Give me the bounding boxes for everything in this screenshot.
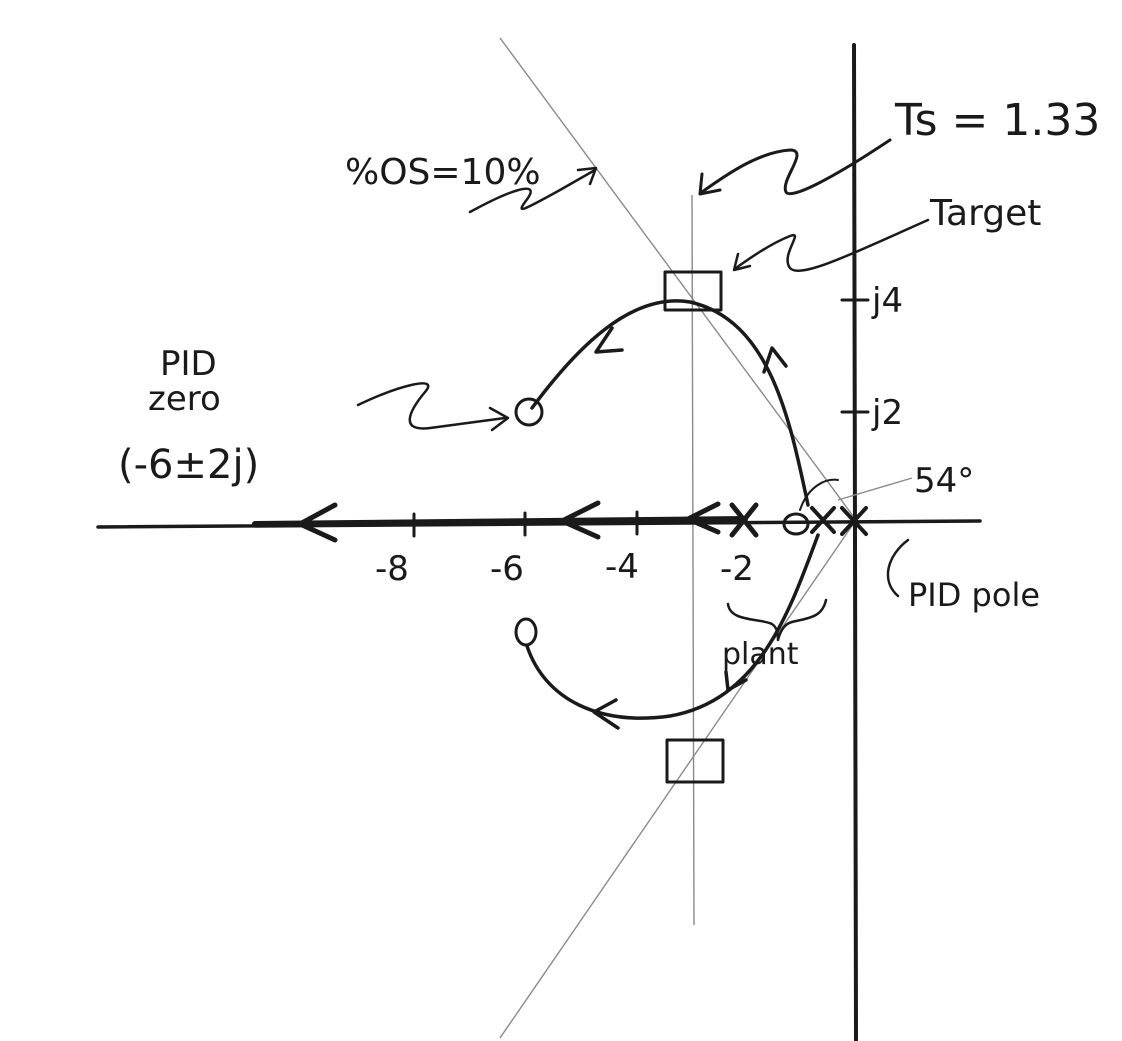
tick-label-4: -4 xyxy=(605,547,639,587)
overshoot-arrow xyxy=(468,168,597,214)
tick-label-6: -6 xyxy=(490,549,524,589)
target-arrow xyxy=(734,218,930,272)
angle-label: 54° xyxy=(914,461,974,501)
damping-ratio-line-upper xyxy=(499,37,857,521)
settling-time-label: Ts = 1.33 xyxy=(894,95,1100,146)
imag-label-j2: j2 xyxy=(871,393,903,433)
angle-arc xyxy=(799,478,839,511)
plant-label: plant xyxy=(722,637,799,672)
target-marker-lower xyxy=(665,738,725,784)
real-axis-arrow-1 xyxy=(297,502,338,543)
target-marker-upper xyxy=(663,270,723,312)
plant-pole-near-origin xyxy=(810,506,836,534)
upper-locus-branch xyxy=(530,299,810,507)
settling-time-arrowhead xyxy=(698,172,722,196)
pid-zero-upper xyxy=(514,397,544,427)
settling-time-line xyxy=(691,194,695,926)
imag-label-j4: j4 xyxy=(871,281,903,321)
upper-locus-arrow-left xyxy=(594,326,624,354)
real-axis-locus xyxy=(252,516,748,527)
pid-pole-leader xyxy=(886,538,910,598)
pid-pole-label: PID pole xyxy=(908,576,1040,614)
tick-label-8: -8 xyxy=(375,549,409,589)
pid-zero-value: (-6±2j) xyxy=(118,442,259,488)
pid-pole-origin xyxy=(840,506,868,536)
upper-locus-arrow-up xyxy=(762,346,788,374)
tick-label-2: -2 xyxy=(720,549,754,589)
pid-zero-lower xyxy=(514,617,538,647)
real-axis-arrow-2 xyxy=(559,500,601,540)
overshoot-arrowhead xyxy=(576,166,598,186)
target-label: Target xyxy=(929,193,1041,234)
lower-locus-arrow-down xyxy=(724,670,748,692)
overshoot-label: %OS=10% xyxy=(345,152,541,193)
lower-locus-arrow-left xyxy=(592,698,620,730)
angle-leader xyxy=(837,477,913,501)
plant-zero xyxy=(782,512,810,536)
plant-pole-minus-2 xyxy=(729,502,759,538)
lower-locus-branch xyxy=(525,533,820,720)
settling-time-arrow xyxy=(700,138,892,196)
pid-zero-label-line1: PID xyxy=(160,344,217,384)
pid-zero-arrowhead xyxy=(488,406,510,432)
damping-ratio-line-lower xyxy=(499,519,857,1039)
real-axis-arrow-3 xyxy=(685,501,721,535)
imaginary-axis xyxy=(852,43,858,1041)
target-arrowhead xyxy=(732,252,752,272)
pid-zero-arrow xyxy=(356,382,507,430)
plant-brace xyxy=(726,598,828,642)
pid-zero-label-line2: zero xyxy=(148,379,221,419)
